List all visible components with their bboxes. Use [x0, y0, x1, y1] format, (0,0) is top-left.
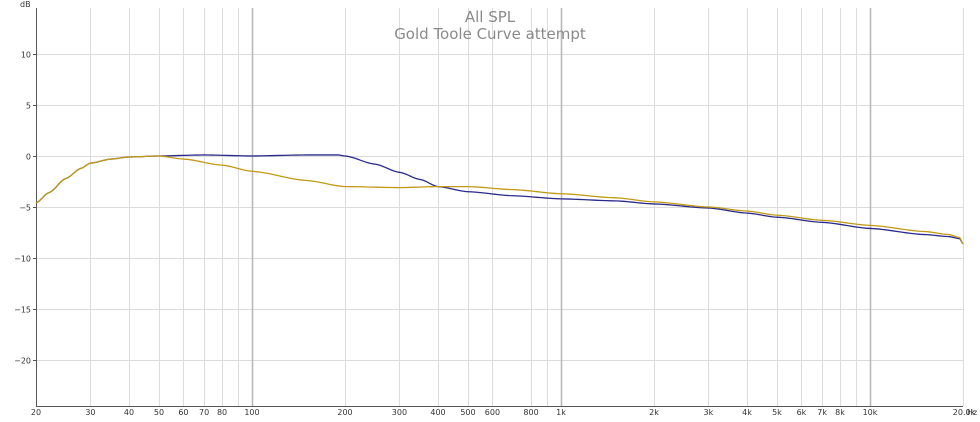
- x-tick-label: 1k: [556, 408, 566, 417]
- x-tick-label: 3k: [704, 408, 714, 417]
- y-tick-label: 5: [26, 102, 31, 111]
- y-tick-label: −15: [14, 306, 31, 315]
- x-tick-label: 60: [178, 408, 188, 417]
- x-tick-label: 500: [460, 408, 475, 417]
- grid-major: [251, 8, 872, 406]
- x-tick-label: 20: [31, 408, 41, 417]
- x-tick-label: 4k: [742, 408, 752, 417]
- x-tick-label: 10k: [863, 408, 878, 417]
- y-tick-label: −5: [19, 204, 31, 213]
- y-tick-label: −10: [14, 255, 31, 264]
- axes: [33, 8, 963, 407]
- x-tick-labels: 20 30 40 50 60 70 80 100 200 300 400 500 600 800 1k 2k 3…: [31, 408, 976, 417]
- x-tick-label: 50: [154, 408, 164, 417]
- series-line-2: [35, 155, 964, 245]
- x-tick-label: 300: [392, 408, 407, 417]
- grid-minor: [36, 8, 964, 406]
- x-tick-label: 40: [124, 408, 134, 417]
- x-tick-label: 70: [199, 408, 209, 417]
- x-tick-label: 20.0k: [953, 408, 976, 417]
- x-tick-label: 30: [85, 408, 95, 417]
- x-tick-label: 2k: [649, 408, 659, 417]
- x-tick-label: 400: [430, 408, 445, 417]
- x-tick-label: 100: [244, 408, 259, 417]
- x-axis-unit-label: Hz: [967, 408, 977, 417]
- x-tick-label: 80: [217, 408, 227, 417]
- x-tick-label: 600: [485, 408, 500, 417]
- series-layer: [35, 154, 964, 245]
- y-tick-labels: 10 5 0 −5 −10 −15 −20: [14, 51, 31, 366]
- x-tick-label: 8k: [835, 408, 845, 417]
- chart-subtitle: Gold Toole Curve attempt: [394, 25, 586, 43]
- y-tick-label: 10: [21, 51, 31, 60]
- x-tick-label: 200: [337, 408, 352, 417]
- y-tick-label: 0: [26, 153, 31, 162]
- x-tick-label: 7k: [817, 408, 827, 417]
- y-axis-unit-label: dB: [20, 0, 31, 9]
- x-tick-label: 6k: [797, 408, 807, 417]
- x-tick-label: 5k: [772, 408, 782, 417]
- x-tick-label: 800: [523, 408, 538, 417]
- chart-title: All SPL: [464, 8, 516, 26]
- y-tick-label: −20: [14, 357, 31, 366]
